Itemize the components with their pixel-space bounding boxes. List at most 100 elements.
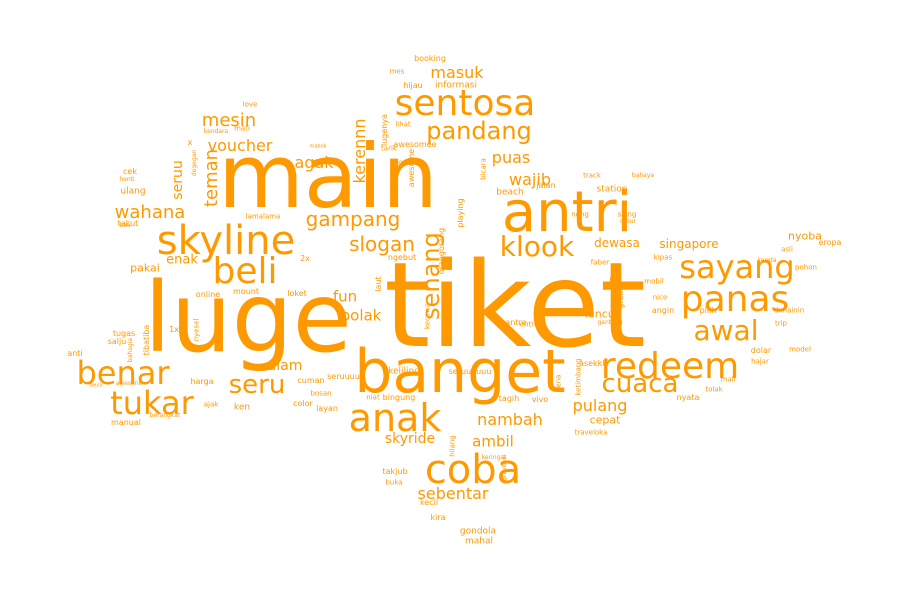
- word: kecewa: [423, 302, 432, 330]
- word: bahaya: [631, 172, 655, 179]
- word: informasi: [435, 80, 477, 91]
- word: ajak: [203, 400, 219, 409]
- word: gravitasi: [501, 455, 508, 481]
- word: degegan: [191, 149, 198, 177]
- word: gondola: [459, 526, 497, 537]
- word: kerennn: [350, 118, 369, 184]
- word: mahal: [464, 536, 494, 547]
- word: hijau: [403, 81, 423, 90]
- word: harga: [190, 377, 214, 386]
- word: nyesel: [192, 318, 201, 342]
- word: mes: [389, 67, 405, 76]
- word: skyride: [384, 431, 436, 447]
- word: ngebut: [387, 253, 417, 262]
- word: seula: [89, 382, 103, 389]
- word: tagih: [498, 394, 520, 403]
- word: mobil: [644, 277, 664, 286]
- word: good: [393, 158, 413, 167]
- word: anti: [67, 349, 83, 358]
- word: keliling: [388, 366, 420, 377]
- word: enak: [166, 252, 198, 268]
- word: vivo: [531, 395, 549, 404]
- word: orangorang: [437, 227, 446, 275]
- word: sebentar: [417, 484, 489, 503]
- word: seru: [228, 370, 286, 400]
- word: hajar: [751, 357, 769, 366]
- word: agak: [294, 153, 334, 172]
- word: tolak: [705, 385, 723, 394]
- word: awal: [693, 314, 759, 347]
- word: pilih: [699, 306, 717, 315]
- word: nambah: [477, 410, 543, 429]
- word: seruuuuu: [327, 372, 365, 381]
- word: tugas: [112, 329, 136, 338]
- word: x: [187, 138, 193, 147]
- word: ku: [609, 276, 619, 285]
- word: nyoba: [788, 229, 822, 243]
- word: main: [218, 125, 438, 228]
- word: asekkk: [579, 359, 607, 368]
- word: hilang: [448, 435, 457, 457]
- word: manual: [111, 418, 141, 427]
- word: mount: [233, 287, 259, 296]
- word: kereta: [757, 257, 777, 264]
- word: kipas: [653, 253, 673, 262]
- word: teman: [201, 148, 222, 208]
- word: ulang: [120, 186, 146, 197]
- word: bau: [119, 222, 131, 229]
- word: wahana: [114, 202, 186, 223]
- word: antri: [501, 180, 633, 245]
- word: lamalama: [245, 212, 281, 221]
- word: cuman: [297, 376, 325, 385]
- word: bolak: [340, 306, 382, 325]
- word: layan: [316, 404, 338, 413]
- word: buka: [385, 478, 403, 487]
- word: dolar: [750, 346, 772, 355]
- word: playing: [456, 198, 465, 228]
- word: niat: [366, 393, 380, 402]
- word: online: [195, 290, 221, 299]
- word: jalan: [536, 181, 556, 190]
- word: sayang: [679, 248, 795, 286]
- word: mabok: [309, 143, 327, 150]
- word: nyata: [676, 393, 700, 402]
- word: tarik: [381, 144, 397, 153]
- word: faber: [590, 258, 610, 267]
- word: nice: [652, 293, 668, 302]
- word: kutu: [400, 299, 407, 313]
- word: henti: [119, 176, 135, 183]
- word: puas: [491, 148, 531, 167]
- word: traveloka: [574, 428, 608, 437]
- word: pulang: [572, 396, 628, 415]
- word: voucher: [207, 136, 273, 155]
- word: loket: [287, 289, 307, 298]
- word: kira: [430, 513, 446, 522]
- word: dimainin: [773, 306, 805, 315]
- word: pakai: [130, 261, 160, 275]
- word: bicara: [479, 158, 488, 180]
- word: mati: [234, 124, 250, 133]
- word: awesone: [115, 380, 143, 387]
- word: tiket: [383, 236, 647, 374]
- word: awesomee: [393, 140, 437, 149]
- word: umur: [620, 218, 636, 225]
- word: model: [789, 345, 811, 354]
- word: tukar: [110, 384, 194, 422]
- word: neng: [571, 210, 589, 219]
- word: seruu: [170, 160, 186, 200]
- word: takut: [117, 219, 139, 228]
- word: skyline: [156, 218, 296, 264]
- word: alam: [267, 358, 303, 374]
- word: cuaca: [601, 369, 679, 399]
- word: color: [293, 399, 313, 408]
- word: gantung: [597, 319, 623, 326]
- word: track: [583, 171, 601, 180]
- word: takjub: [382, 467, 408, 476]
- word: luncur: [584, 307, 620, 321]
- word: siang: [617, 210, 637, 219]
- word: pohon: [795, 263, 817, 272]
- word: fun: [332, 287, 358, 306]
- word: ken: [233, 402, 251, 413]
- word: greattt: [616, 281, 625, 309]
